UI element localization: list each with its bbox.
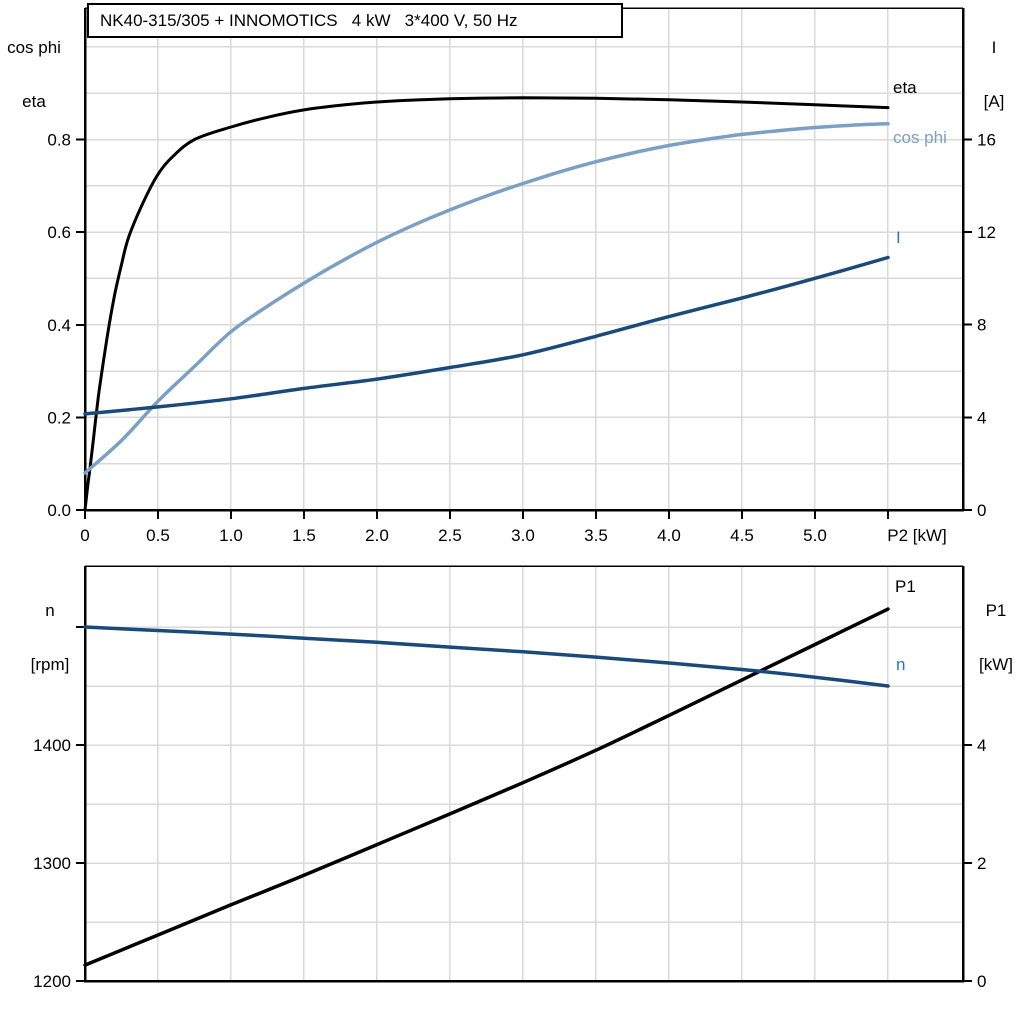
top-right-axis-header: I [A]: [964, 3, 1024, 147]
svg-text:0.6: 0.6: [47, 223, 71, 242]
axis-header-line: cos phi: [7, 38, 61, 57]
svg-text:0.0: 0.0: [47, 501, 71, 520]
chart-title: NK40-315/305 + INNOMOTICS 4 kW 3*400 V, …: [100, 10, 518, 30]
svg-text:P2 [kW]: P2 [kW]: [887, 526, 947, 545]
eta-curve-label: eta: [893, 78, 917, 97]
svg-text:5.0: 5.0: [803, 526, 827, 545]
svg-text:2.0: 2.0: [365, 526, 389, 545]
top-left-axis-header: cos phi eta: [0, 3, 68, 147]
chart-top: 0 0.5 1.0 1.5 2.0 2.5 3.0 3.5 4.0 4.5 5.0 P2 [kW] 0.…: [47, 7, 996, 545]
svg-text:3.0: 3.0: [511, 526, 535, 545]
svg-text:0.5: 0.5: [146, 526, 170, 545]
svg-text:16: 16: [977, 130, 996, 149]
svg-text:4: 4: [977, 408, 986, 427]
svg-text:2: 2: [977, 854, 986, 873]
svg-text:1.0: 1.0: [219, 526, 243, 545]
svg-text:1200: 1200: [33, 972, 71, 991]
svg-text:0: 0: [977, 501, 986, 520]
svg-text:4.5: 4.5: [730, 526, 754, 545]
axis-header-line: [rpm]: [30, 655, 70, 674]
p1-curve-label: P1: [895, 577, 916, 596]
curve-n: [83, 625, 890, 688]
bottom-right-axis-header: P1 [kW]: [964, 566, 1024, 710]
svg-text:2.5: 2.5: [438, 526, 462, 545]
svg-text:3.5: 3.5: [584, 526, 608, 545]
axis-header-line: eta: [22, 92, 46, 111]
curve-current: [83, 255, 890, 416]
axis-header-line: I: [991, 38, 997, 57]
svg-text:4: 4: [977, 736, 986, 755]
axis-header-line: [kW]: [979, 655, 1013, 674]
svg-text:0: 0: [80, 526, 89, 545]
axis-header-line: P1: [985, 601, 1007, 620]
svg-text:8: 8: [977, 316, 986, 335]
svg-text:0.8: 0.8: [47, 131, 71, 150]
curve-P1: [83, 607, 890, 967]
curve-cos_phi: [83, 122, 890, 475]
chart-title-box: NK40-315/305 + INNOMOTICS 4 kW 3*400 V, …: [87, 3, 623, 38]
current-curve-label: I: [896, 228, 901, 247]
svg-text:12: 12: [977, 223, 996, 242]
axis-header-line: [A]: [983, 92, 1005, 111]
bottom-left-axis-header: n [rpm]: [14, 566, 86, 710]
svg-text:1.5: 1.5: [292, 526, 316, 545]
curve-eta: [83, 96, 890, 512]
svg-text:0.2: 0.2: [47, 408, 71, 427]
svg-text:0.4: 0.4: [47, 316, 71, 335]
cos-phi-curve-label: cos phi: [893, 128, 947, 147]
axis-header-line: n: [45, 601, 55, 620]
svg-text:0: 0: [977, 972, 986, 991]
svg-text:4.0: 4.0: [657, 526, 681, 545]
chart-bottom: 1200 1300 1400 0 2 4: [33, 565, 986, 991]
svg-text:1300: 1300: [33, 854, 71, 873]
n-curve-label: n: [896, 655, 906, 674]
svg-text:1400: 1400: [33, 736, 71, 755]
